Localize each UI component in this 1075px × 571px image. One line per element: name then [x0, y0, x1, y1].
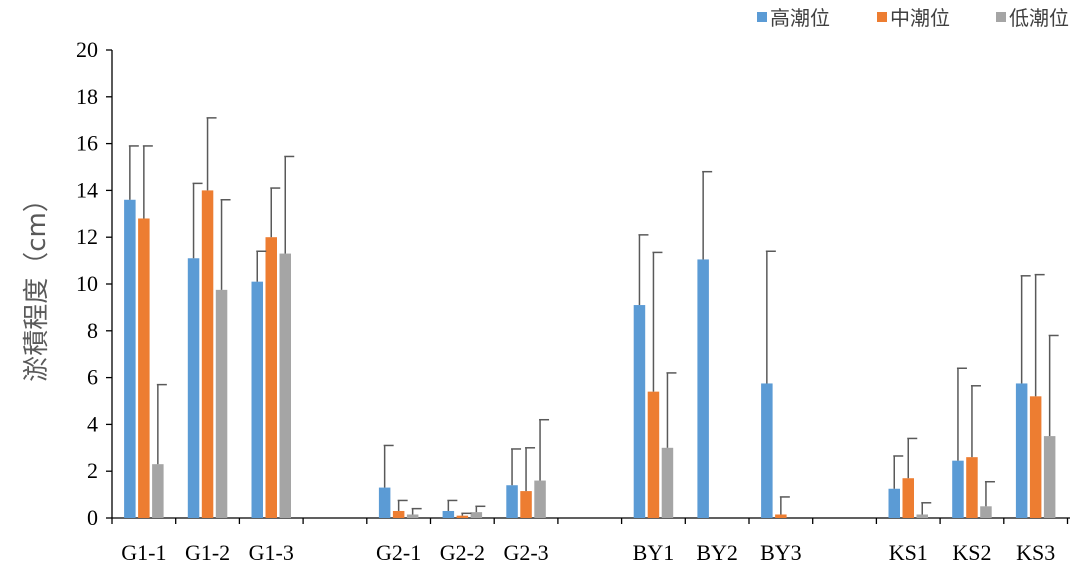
- bar: [251, 281, 263, 518]
- x-tick-label: G2-3: [503, 540, 548, 565]
- x-tick-label: BY3: [760, 540, 802, 565]
- bar: [916, 514, 928, 518]
- bar: [406, 514, 419, 518]
- bar: [647, 391, 660, 518]
- bar: [775, 514, 787, 518]
- x-tick-label: KS3: [1016, 540, 1055, 565]
- x-tick-label: G2-1: [376, 540, 421, 565]
- bar: [1015, 383, 1028, 518]
- error-bars: [128, 117, 1059, 516]
- x-axis: G1-1 G1-2 G1-3 G2-1 G2-2 G2-3 BY1 BY2 BY3 KS1 KS2 K…: [111, 517, 1070, 565]
- bar: [187, 258, 200, 518]
- bars: [124, 190, 1056, 519]
- bar: [902, 478, 914, 518]
- y-tick-label: 4: [87, 411, 98, 436]
- x-tick-label: G1-3: [249, 540, 294, 565]
- bar: [265, 237, 277, 518]
- legend: 高潮位 中潮位 低潮位: [757, 6, 1069, 30]
- bar: [633, 305, 646, 518]
- bar: [697, 259, 709, 518]
- legend-label: 中潮位: [890, 6, 950, 30]
- y-tick-label: 14: [76, 177, 98, 202]
- x-tick-label: BY2: [696, 540, 738, 565]
- x-tick-label: KS2: [952, 540, 991, 565]
- bar: [534, 480, 546, 518]
- bar: [952, 460, 964, 518]
- y-tick-label: 8: [87, 318, 98, 343]
- legend-label: 低潮位: [1009, 6, 1069, 30]
- y-tick-label: 18: [76, 84, 98, 109]
- x-tick-label: BY1: [633, 540, 675, 565]
- legend-swatch: [996, 12, 1006, 22]
- bar: [506, 485, 518, 518]
- legend-label: 高潮位: [770, 6, 830, 30]
- x-tick-label: G2-2: [440, 540, 485, 565]
- y-tick-label: 12: [76, 224, 98, 249]
- bar: [980, 506, 992, 518]
- bar: [138, 218, 150, 519]
- bar: [1029, 396, 1042, 518]
- legend-swatch: [877, 12, 887, 22]
- y-axis: 0 2 4 6 8 10 12 14 16 18 20: [76, 37, 113, 530]
- bar: [456, 515, 469, 518]
- y-tick-label: 16: [76, 131, 98, 156]
- y-axis-label: 淤積程度（cm）: [22, 186, 52, 382]
- bar: [392, 510, 405, 518]
- bar: [661, 447, 674, 518]
- y-tick-label: 20: [76, 37, 98, 62]
- bar: [520, 491, 532, 518]
- x-tick-label: G1-1: [121, 540, 166, 565]
- y-tick-label: 6: [87, 365, 98, 390]
- bar: [966, 457, 978, 518]
- bar: [1043, 436, 1056, 518]
- y-tick-label: 10: [76, 271, 98, 296]
- bar: [378, 487, 391, 518]
- bar: [888, 488, 900, 518]
- y-tick-label: 2: [87, 458, 98, 483]
- bar: [201, 190, 214, 518]
- bar: [761, 383, 773, 518]
- x-tick-label: G1-2: [185, 540, 230, 565]
- bar: [124, 199, 136, 518]
- bar: [152, 464, 164, 518]
- bar: [470, 512, 483, 518]
- bar: [442, 510, 455, 518]
- y-tick-label: 0: [87, 505, 98, 530]
- bar: [215, 289, 228, 518]
- bar: [279, 253, 291, 518]
- legend-swatch: [757, 12, 767, 22]
- x-tick-label: KS1: [889, 540, 928, 565]
